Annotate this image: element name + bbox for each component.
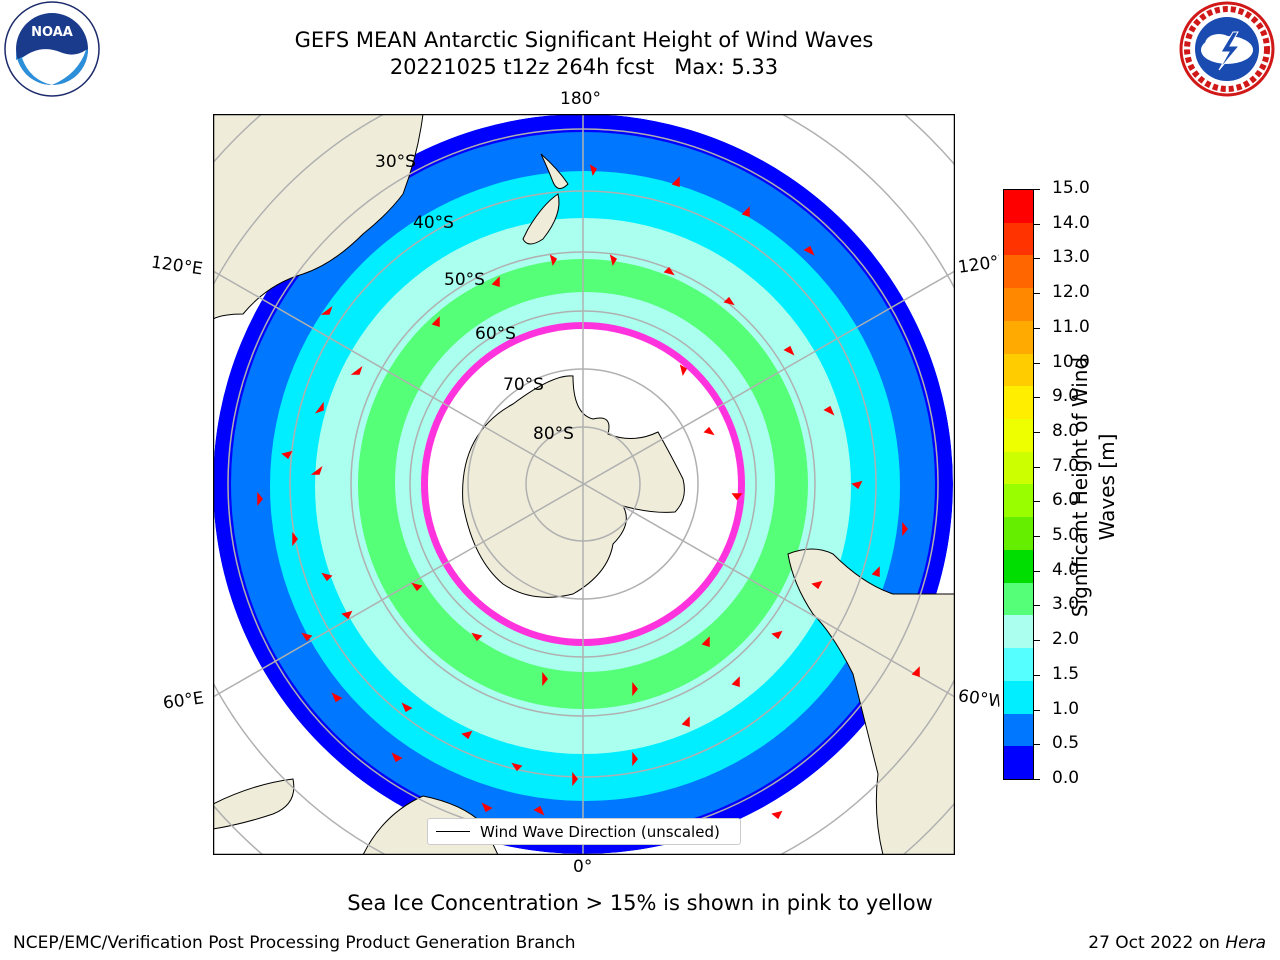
colorbar-segment [1004,648,1033,681]
colorbar-segment [1004,353,1033,387]
lon-label-120w: 120°W [956,252,1002,278]
africa-madagascar [213,778,295,830]
colorbar-segment [1004,517,1033,550]
colorbar-tick-label: 13.0 [1052,247,1090,268]
lat-label-60s: 60°S [475,324,516,344]
colorbar-segment [1004,746,1033,779]
colorbar-tick-mark [1034,189,1040,190]
footer-branch: NCEP/EMC/Verification Post Processing Pr… [13,933,576,953]
lat-label-70s: 70°S [503,375,544,395]
lon-label-60e: 60°E [161,688,206,714]
colorbar-tick-label: 5.0 [1052,525,1080,546]
colorbar-tick-mark [1034,640,1040,642]
colorbar-segment [1004,713,1033,747]
colorbar-tick-label: 15.0 [1052,178,1090,198]
colorbar-segment [1004,549,1033,583]
graticule [213,114,955,855]
colorbar-tick-label: 8.0 [1052,420,1080,441]
colorbar-tick-label: 0.5 [1052,733,1080,754]
colorbar-tick-mark [1034,293,1040,295]
colorbar-segment [1004,190,1033,223]
colorbar-tick-mark [1034,431,1040,433]
colorbar-tick-mark [1034,258,1040,260]
lon-label-60w: 60°W [956,686,1002,712]
colorbar-segment [1004,582,1033,616]
lon-label-120e: 120°E [149,252,204,280]
map-panel [212,113,956,856]
colorbar-tick-mark [1034,501,1040,503]
polar-map [212,113,956,856]
colorbar-segment [1004,320,1033,354]
colorbar-segment [1004,222,1033,256]
colorbar-tick-mark [1034,397,1040,399]
noaa-logo-text: NOAA [31,25,73,40]
lat-label-40s: 40°S [413,213,454,233]
colorbar-tick-label: 3.0 [1052,594,1080,615]
colorbar-tick-mark [1034,327,1040,329]
plot-title-line2: 20221025 t12z 264h fcst Max: 5.33 [389,55,779,79]
sea-ice-note: Sea Ice Concentration > 15% is shown in … [347,891,933,915]
colorbar-tick-mark [1034,779,1040,780]
colorbar-tick-label: 9.0 [1052,386,1080,407]
lat-label-80s: 80°S [533,424,574,444]
australia [213,114,424,320]
colorbar-tick-mark [1034,605,1040,607]
lon-label-0: 0° [573,857,593,877]
colorbar-tick-label: 0.0 [1052,768,1080,788]
colorbar-tick-mark [1034,223,1040,225]
colorbar-tick-mark [1034,674,1040,676]
colorbar-segment [1004,615,1033,649]
colorbar-tick-mark [1034,536,1040,538]
colorbar-tick-label: 6.0 [1052,490,1080,511]
legend-label: Wind Wave Direction (unscaled) [480,822,720,841]
colorbar-segment [1004,419,1033,452]
colorbar-tick-label: 7.0 [1052,455,1080,476]
lon-label-180: 180° [560,89,601,109]
footer-date: 27 Oct 2022 on Hera [1088,933,1266,953]
lat-label-50s: 50°S [444,270,485,290]
colorbar-tick-label: 12.0 [1052,282,1090,303]
colorbar-segment [1004,386,1033,420]
colorbar-tick-mark [1034,744,1040,746]
antarctica [462,375,685,598]
lat-label-30s: 30°S [375,152,416,172]
map-frame [212,113,956,856]
colorbar-tick-label: 14.0 [1052,212,1090,233]
colorbar-label: Significant Height of Wind Waves [m] [1068,356,1119,618]
new-zealand-south [522,193,560,245]
new-zealand-north [540,153,569,189]
colorbar-segment [1004,484,1033,518]
nws-logo [1175,0,1280,100]
colorbar-segment [1004,680,1033,714]
colorbar-tick-label: 10.0 [1052,351,1090,372]
colorbar [1003,189,1034,780]
colorbar-tick-mark [1034,466,1040,468]
colorbar-segment [1004,451,1033,485]
colorbar-tick-mark [1034,362,1040,364]
colorbar-tick-mark [1034,709,1040,711]
noaa-logo: NOAA [0,0,105,100]
map-legend: Wind Wave Direction (unscaled) [427,818,741,845]
footer-date-text: 27 Oct 2022 on [1088,933,1226,953]
colorbar-tick-label: 4.0 [1052,559,1080,580]
colorbar-segment [1004,255,1033,289]
colorbar-tick-label: 2.0 [1052,629,1080,650]
colorbar-segment [1004,288,1033,321]
legend-line-swatch [436,831,470,832]
colorbar-tick-mark [1034,570,1040,572]
colorbar-tick-label: 11.0 [1052,316,1090,337]
colorbar-tick-label: 1.0 [1052,698,1080,719]
colorbar-tick-label: 1.5 [1052,663,1080,684]
footer-machine: Hera [1225,933,1266,953]
plot-title-line1: GEFS MEAN Antarctic Significant Height o… [294,28,874,52]
